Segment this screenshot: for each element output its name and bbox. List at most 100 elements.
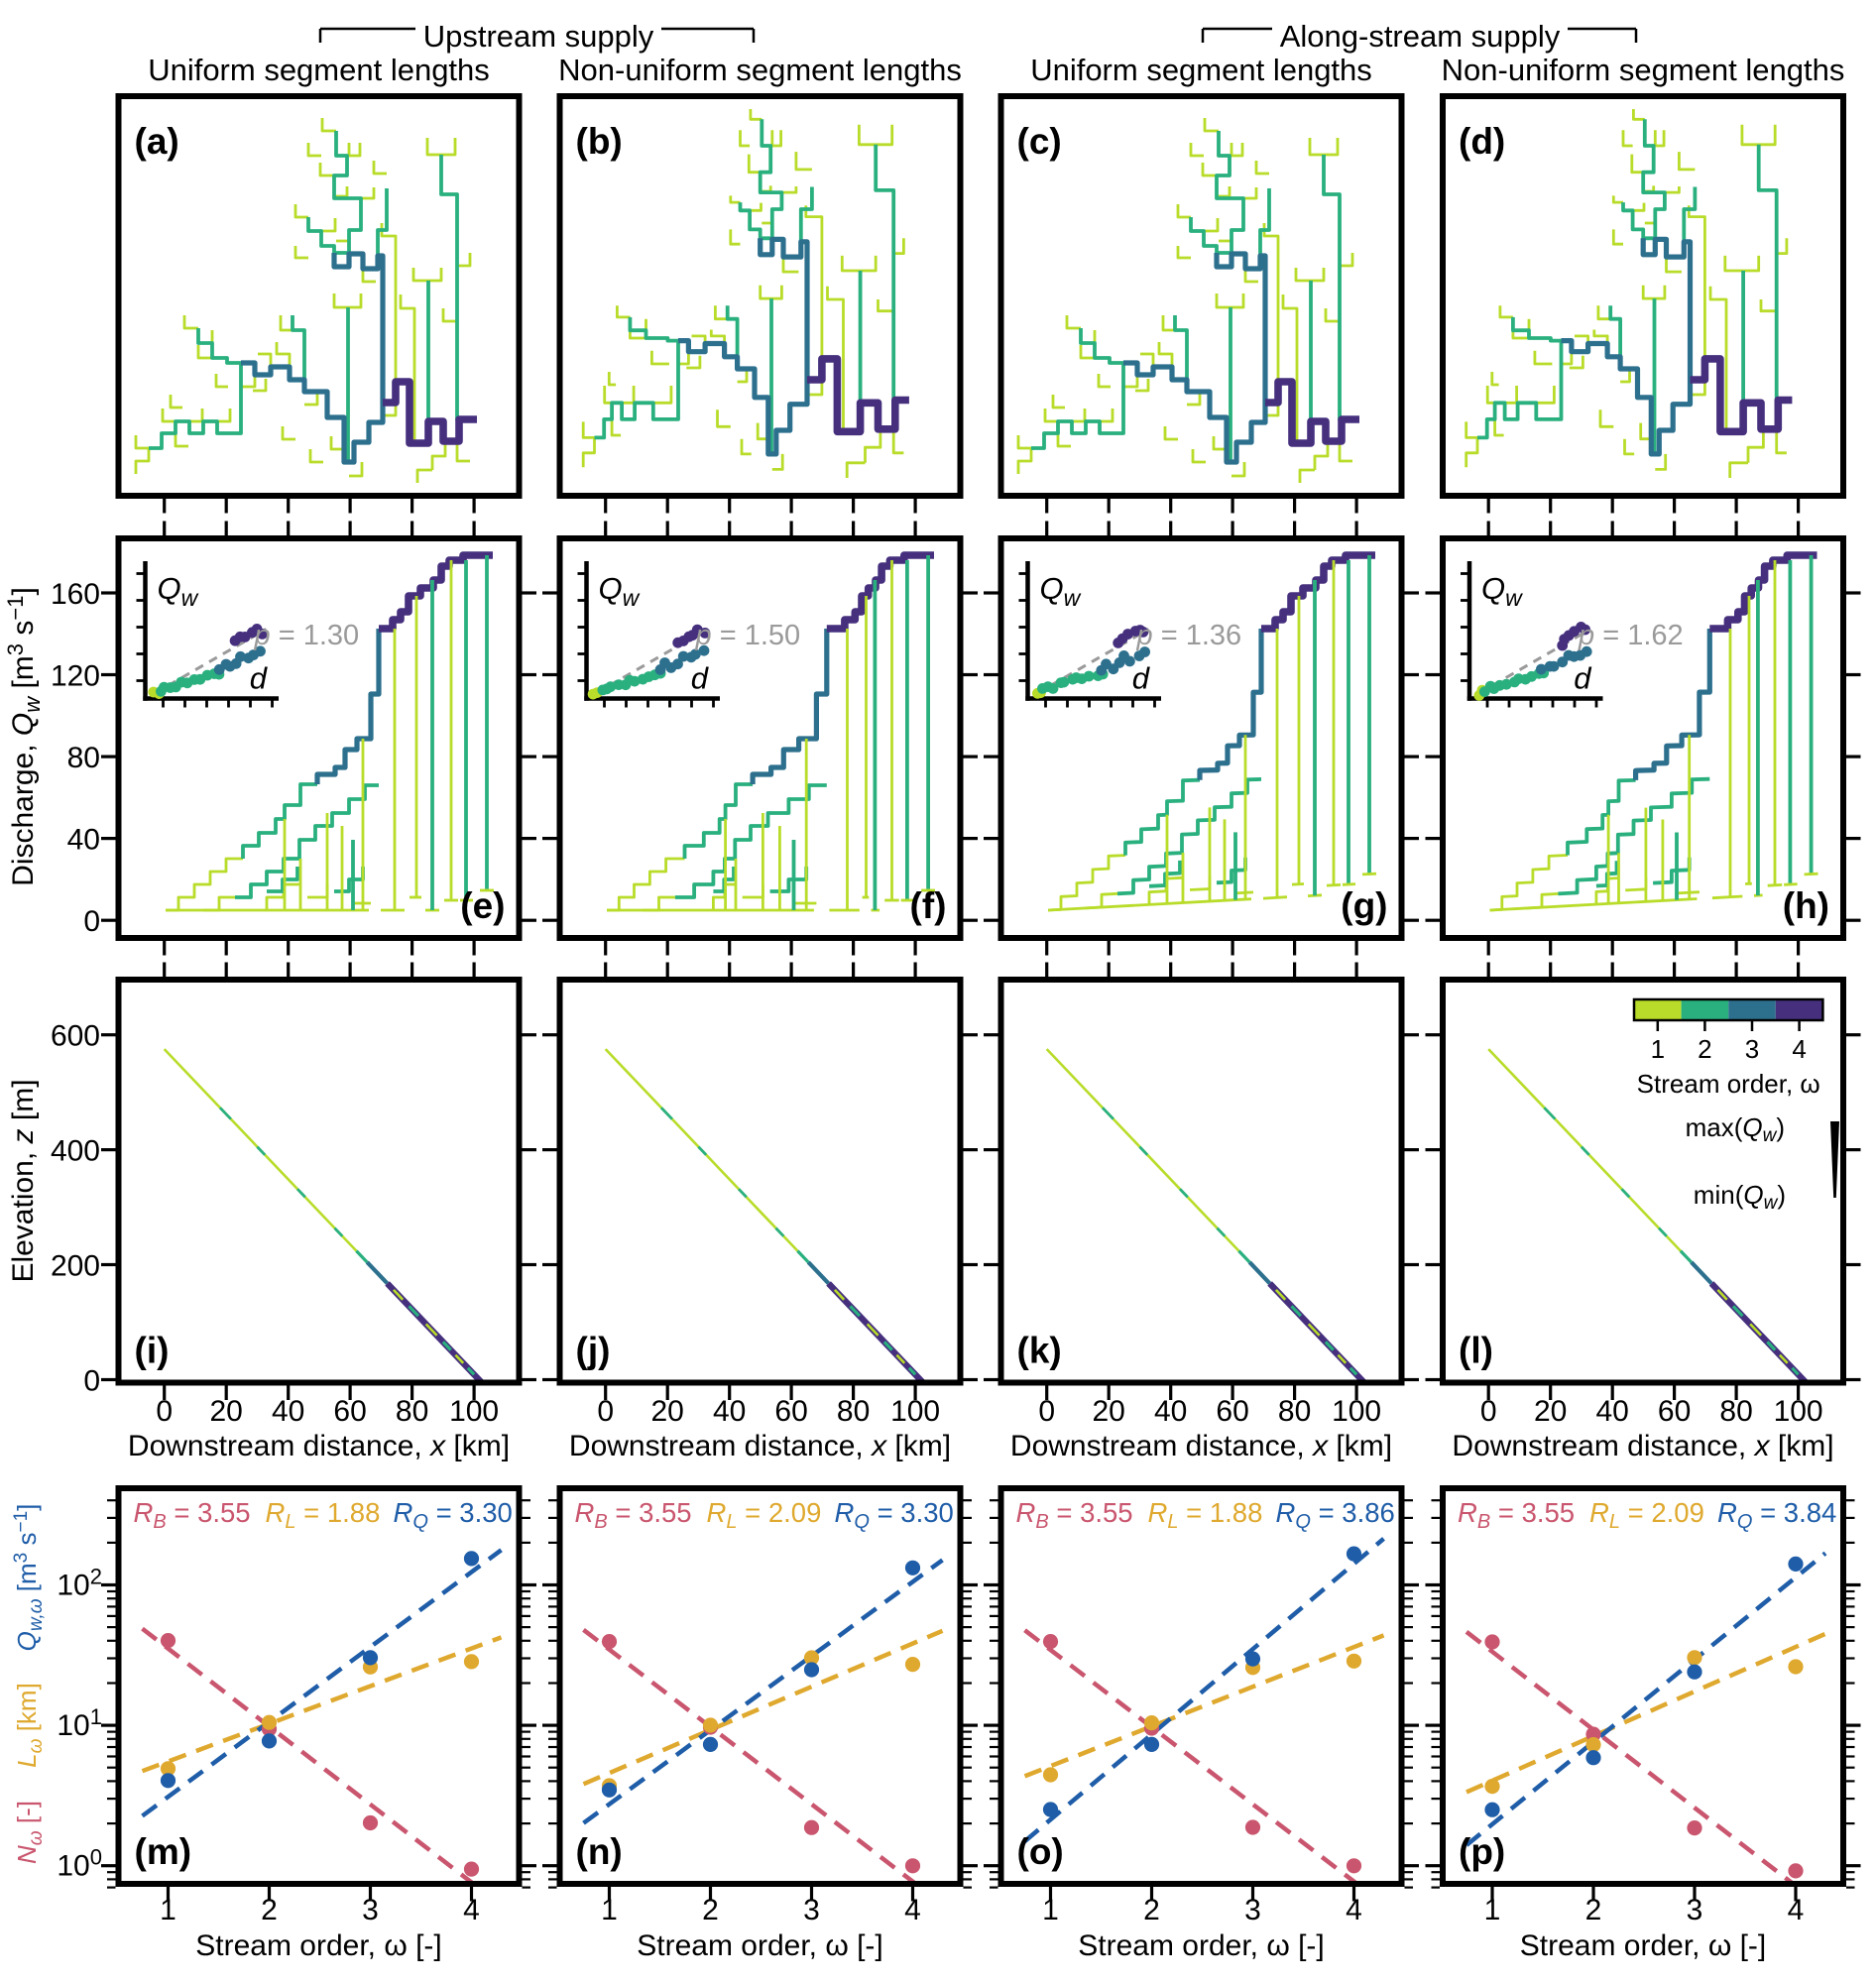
- svg-text:20: 20: [651, 1395, 684, 1428]
- svg-text:p = 1.62: p = 1.62: [1578, 620, 1684, 651]
- svg-text:RL = 2.09: RL = 2.09: [707, 1497, 822, 1533]
- svg-text:(o): (o): [1017, 1831, 1064, 1872]
- svg-text:40: 40: [272, 1395, 304, 1428]
- svg-text:RQ = 3.30: RQ = 3.30: [394, 1497, 513, 1533]
- svg-text:Qw,ω [m3 s−1]: Qw,ω [m3 s−1]: [11, 1504, 47, 1652]
- svg-text:Upstream supply: Upstream supply: [423, 19, 654, 54]
- svg-text:(e): (e): [460, 885, 505, 926]
- svg-text:0: 0: [1480, 1395, 1497, 1428]
- svg-text:Uniform segment lengths: Uniform segment lengths: [1030, 53, 1372, 87]
- svg-text:(b): (b): [576, 121, 623, 162]
- svg-text:100: 100: [449, 1395, 499, 1428]
- svg-text:p = 1.30: p = 1.30: [254, 620, 360, 651]
- svg-text:80: 80: [1719, 1395, 1752, 1428]
- svg-text:(c): (c): [1017, 121, 1062, 162]
- svg-text:0: 0: [597, 1395, 614, 1428]
- svg-text:80: 80: [396, 1395, 428, 1428]
- svg-text:RQ = 3.30: RQ = 3.30: [835, 1497, 954, 1533]
- svg-text:(p): (p): [1459, 1831, 1505, 1872]
- svg-text:0: 0: [83, 1365, 100, 1398]
- svg-text:4: 4: [904, 1894, 921, 1926]
- svg-text:4: 4: [1792, 1034, 1806, 1064]
- svg-text:20: 20: [210, 1395, 243, 1428]
- svg-text:Stream order, ω [-]: Stream order, ω [-]: [1078, 1929, 1325, 1962]
- svg-text:100: 100: [57, 1845, 102, 1883]
- svg-text:(h): (h): [1783, 885, 1829, 926]
- svg-text:Stream order, ω [-]: Stream order, ω [-]: [195, 1929, 442, 1962]
- svg-text:RB = 3.55: RB = 3.55: [1016, 1497, 1133, 1533]
- svg-text:d: d: [250, 661, 269, 696]
- svg-text:80: 80: [1278, 1395, 1311, 1428]
- svg-text:1: 1: [1484, 1894, 1501, 1926]
- svg-text:4: 4: [1788, 1894, 1805, 1926]
- svg-text:Discharge, Qw [m3 s−1]: Discharge, Qw [m3 s−1]: [3, 587, 45, 886]
- svg-text:Qw: Qw: [599, 571, 641, 611]
- svg-text:(a): (a): [135, 121, 179, 162]
- svg-text:d: d: [1574, 661, 1592, 696]
- svg-text:Stream order, ω [-]: Stream order, ω [-]: [637, 1929, 883, 1962]
- svg-text:4: 4: [1346, 1894, 1362, 1926]
- svg-text:RB = 3.55: RB = 3.55: [575, 1497, 692, 1533]
- svg-text:100: 100: [1774, 1395, 1823, 1428]
- svg-text:400: 400: [51, 1135, 100, 1168]
- svg-text:1: 1: [1042, 1894, 1059, 1926]
- svg-text:1: 1: [601, 1894, 618, 1926]
- svg-text:Downstream distance, x [km]: Downstream distance, x [km]: [1010, 1430, 1392, 1462]
- svg-text:RL = 1.88: RL = 1.88: [1148, 1497, 1263, 1533]
- svg-text:2: 2: [1698, 1034, 1711, 1064]
- svg-text:Qw: Qw: [1481, 571, 1523, 611]
- svg-text:Stream order, ω [-]: Stream order, ω [-]: [1520, 1929, 1767, 1962]
- svg-text:0: 0: [156, 1395, 173, 1428]
- svg-text:RL = 1.88: RL = 1.88: [266, 1497, 381, 1533]
- svg-text:RB = 3.55: RB = 3.55: [134, 1497, 251, 1533]
- svg-text:(g): (g): [1341, 885, 1387, 926]
- svg-text:Downstream distance, x [km]: Downstream distance, x [km]: [1452, 1430, 1833, 1462]
- svg-text:RB = 3.55: RB = 3.55: [1458, 1497, 1575, 1533]
- svg-text:40: 40: [713, 1395, 746, 1428]
- svg-text:200: 200: [51, 1250, 100, 1283]
- svg-text:(l): (l): [1459, 1331, 1493, 1371]
- svg-text:100: 100: [890, 1395, 940, 1428]
- svg-text:4: 4: [463, 1894, 480, 1926]
- svg-text:Non-uniform segment lengths: Non-uniform segment lengths: [1442, 53, 1845, 87]
- svg-text:Qw: Qw: [1040, 571, 1082, 611]
- svg-text:p = 1.50: p = 1.50: [695, 620, 801, 651]
- svg-text:80: 80: [67, 742, 100, 774]
- svg-text:2: 2: [702, 1894, 719, 1926]
- svg-text:3: 3: [1745, 1034, 1759, 1064]
- svg-text:Qw: Qw: [158, 571, 199, 611]
- svg-text:3: 3: [1687, 1894, 1703, 1926]
- svg-text:Downstream distance, x [km]: Downstream distance, x [km]: [128, 1430, 510, 1462]
- svg-text:Stream order, ω: Stream order, ω: [1637, 1069, 1820, 1099]
- svg-text:40: 40: [67, 824, 100, 857]
- svg-text:(m): (m): [135, 1831, 192, 1872]
- svg-text:RL = 2.09: RL = 2.09: [1589, 1497, 1704, 1533]
- svg-text:3: 3: [803, 1894, 820, 1926]
- svg-text:d: d: [1132, 661, 1151, 696]
- svg-text:Downstream distance, x [km]: Downstream distance, x [km]: [569, 1430, 951, 1462]
- svg-text:3: 3: [1244, 1894, 1261, 1926]
- svg-text:20: 20: [1534, 1395, 1567, 1428]
- svg-text:600: 600: [51, 1020, 100, 1053]
- svg-text:160: 160: [51, 578, 100, 611]
- svg-text:d: d: [691, 661, 710, 696]
- svg-text:(k): (k): [1017, 1331, 1062, 1371]
- svg-text:60: 60: [333, 1395, 366, 1428]
- svg-text:80: 80: [837, 1395, 870, 1428]
- svg-text:120: 120: [51, 660, 100, 693]
- svg-text:1: 1: [1651, 1034, 1665, 1064]
- svg-text:(i): (i): [135, 1331, 170, 1371]
- svg-text:(f): (f): [910, 885, 947, 926]
- svg-text:1: 1: [160, 1894, 176, 1926]
- svg-text:60: 60: [1658, 1395, 1691, 1428]
- svg-text:Non-uniform segment lengths: Non-uniform segment lengths: [558, 53, 962, 87]
- svg-text:(j): (j): [576, 1331, 611, 1371]
- svg-text:RQ = 3.84: RQ = 3.84: [1717, 1497, 1836, 1533]
- svg-text:2: 2: [1585, 1894, 1602, 1926]
- svg-text:60: 60: [1216, 1395, 1248, 1428]
- svg-text:Lω [km]: Lω [km]: [12, 1683, 47, 1768]
- svg-text:3: 3: [362, 1894, 379, 1926]
- svg-text:0: 0: [1038, 1395, 1055, 1428]
- svg-text:2: 2: [261, 1894, 278, 1926]
- svg-text:0: 0: [83, 905, 100, 938]
